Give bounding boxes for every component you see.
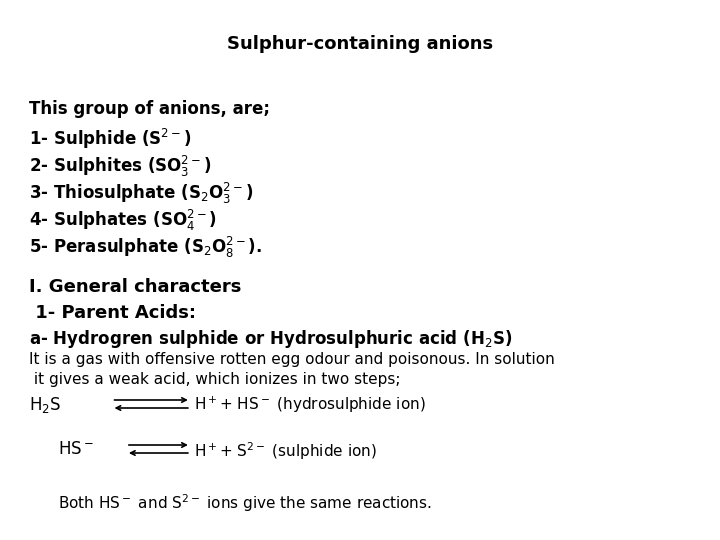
Text: It is a gas with offensive rotten egg odour and poisonous. In solution: It is a gas with offensive rotten egg od… [29,352,554,367]
Text: 1- Parent Acids:: 1- Parent Acids: [29,304,196,322]
Text: Sulphur-containing anions: Sulphur-containing anions [227,35,493,53]
Text: 3- Thiosulphate (S$_2$O$_3^{2-}$): 3- Thiosulphate (S$_2$O$_3^{2-}$) [29,181,253,206]
Text: 2- Sulphites (SO$_3^{2-}$): 2- Sulphites (SO$_3^{2-}$) [29,154,211,179]
Text: 4- Sulphates (SO$_4^{2-}$): 4- Sulphates (SO$_4^{2-}$) [29,208,217,233]
Text: HS$^-$: HS$^-$ [58,440,94,458]
Text: H$^+$+ S$^{2-}$ (sulphide ion): H$^+$+ S$^{2-}$ (sulphide ion) [194,440,377,462]
Text: 5- Perasulphate (S$_2$O$_8^{2-}$).: 5- Perasulphate (S$_2$O$_8^{2-}$). [29,235,261,260]
Text: H$_2$S: H$_2$S [29,395,61,415]
Text: 1- Sulphide (S$^{2-}$): 1- Sulphide (S$^{2-}$) [29,127,191,151]
Text: Both HS$^-$ and S$^{2-}$ ions give the same reactions.: Both HS$^-$ and S$^{2-}$ ions give the s… [58,492,431,514]
Text: I. General characters: I. General characters [29,278,241,296]
Text: H$^+$+ HS$^-$ (hydrosulphide ion): H$^+$+ HS$^-$ (hydrosulphide ion) [194,395,426,415]
Text: a- Hydrogren sulphide or Hydrosulphuric acid (H$_2$S): a- Hydrogren sulphide or Hydrosulphuric … [29,328,512,350]
Text: it gives a weak acid, which ionizes in two steps;: it gives a weak acid, which ionizes in t… [29,372,400,387]
Text: This group of anions, are;: This group of anions, are; [29,100,270,118]
